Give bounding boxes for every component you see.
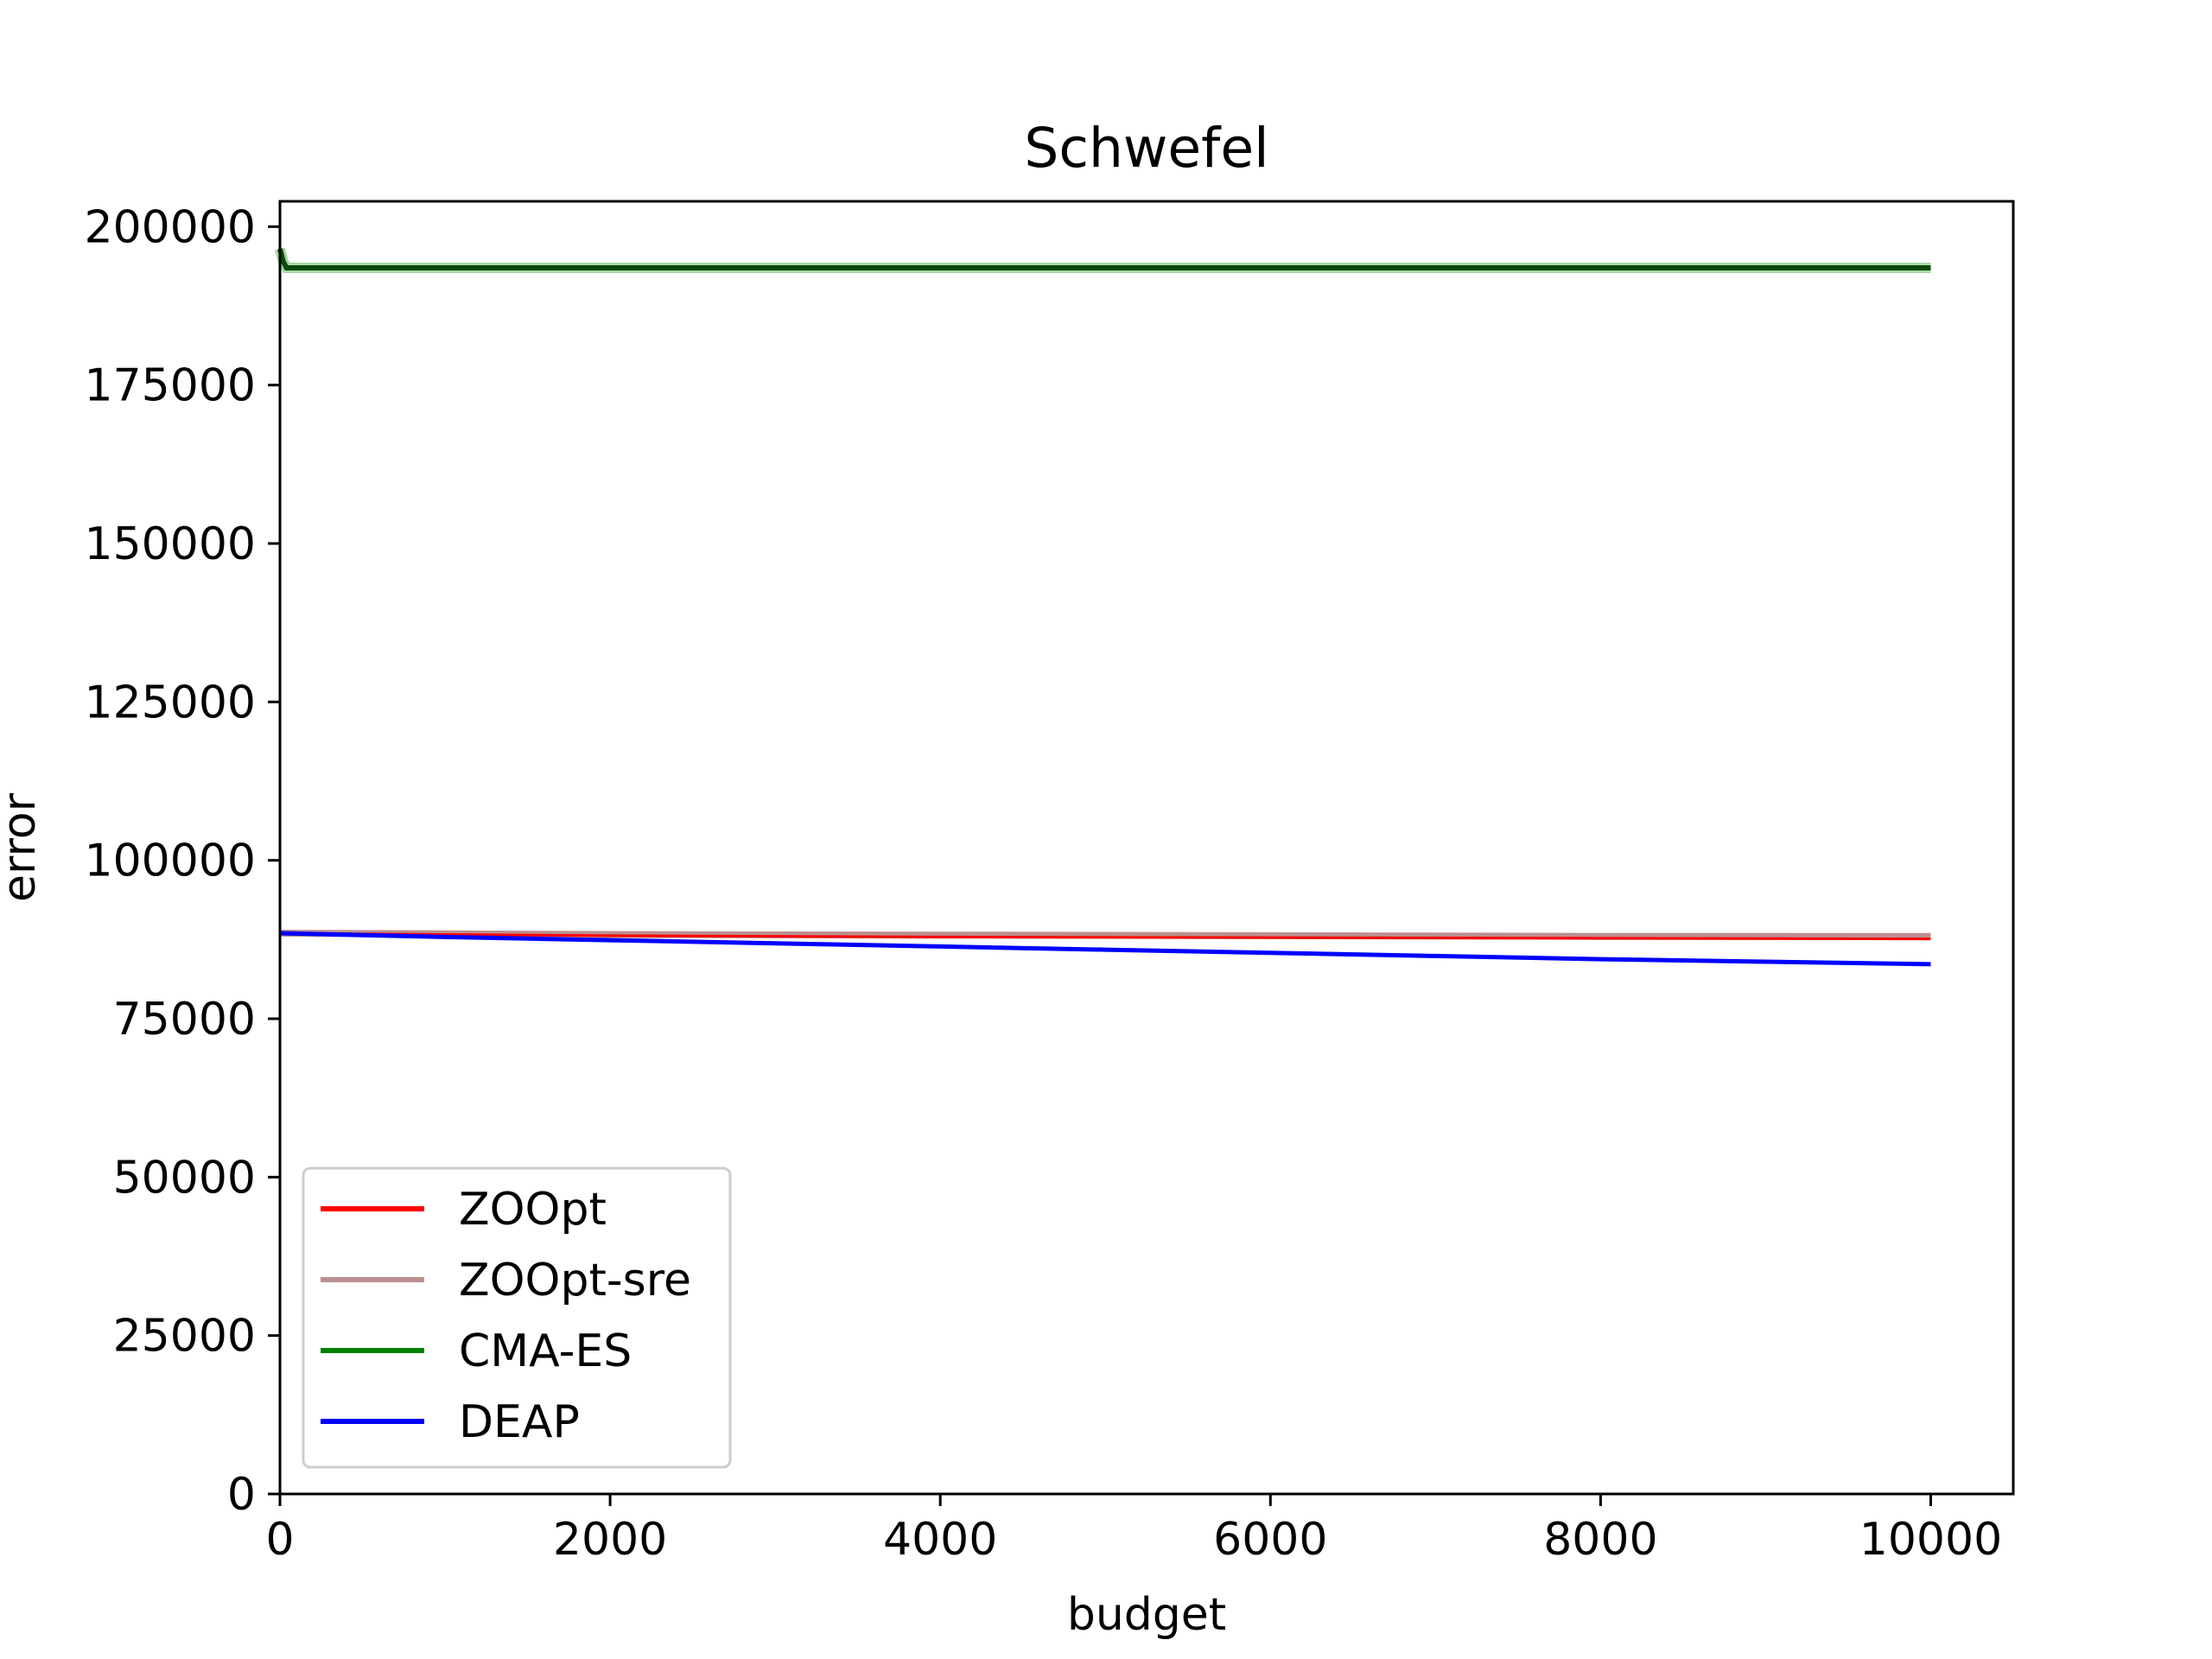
series-line-deap <box>279 931 1931 967</box>
legend-label-zoopt: ZOOpt <box>459 1184 607 1236</box>
legend-label-zoopt-sre: ZOOpt-sre <box>459 1255 691 1306</box>
y-axis-title: error <box>0 792 46 902</box>
y-tick-label: 100000 <box>84 836 256 887</box>
y-tick-label: 150000 <box>84 518 256 570</box>
y-tick-label: 50000 <box>113 1152 256 1204</box>
x-tick-label: 0 <box>265 1514 294 1566</box>
x-tick-label: 6000 <box>1213 1514 1327 1566</box>
axes: 0 2000 4000 6000 8000 10000025000500007500010… <box>84 201 2002 1566</box>
chart-title: Schwefel <box>1024 117 1268 180</box>
plot-frame <box>278 200 2015 1496</box>
y-tick-label: 25000 <box>113 1311 256 1363</box>
x-tick-label: 4000 <box>883 1514 997 1566</box>
plot-area <box>275 247 1931 967</box>
x-axis-title: budget <box>1067 1589 1226 1641</box>
y-tick-label: 75000 <box>113 994 256 1046</box>
x-tick-label: 2000 <box>553 1514 667 1566</box>
x-tick-label: 8000 <box>1543 1514 1657 1566</box>
legend: ZOOpt ZOOpt-sre CMA-ES DEAP <box>302 1166 732 1469</box>
legend-box <box>302 1166 732 1469</box>
x-tick-label: 10000 <box>1859 1514 2002 1566</box>
y-tick-label: 0 <box>227 1469 256 1521</box>
y-tick-label: 200000 <box>84 201 256 253</box>
y-tick-label: 125000 <box>84 677 256 728</box>
series-line-zoopt <box>279 931 1931 941</box>
legend-label-cma-es: CMA-ES <box>459 1325 632 1377</box>
legend-label-deap: DEAP <box>459 1396 580 1448</box>
y-tick-label: 175000 <box>84 360 256 412</box>
series-line-cma-es <box>277 248 1931 270</box>
